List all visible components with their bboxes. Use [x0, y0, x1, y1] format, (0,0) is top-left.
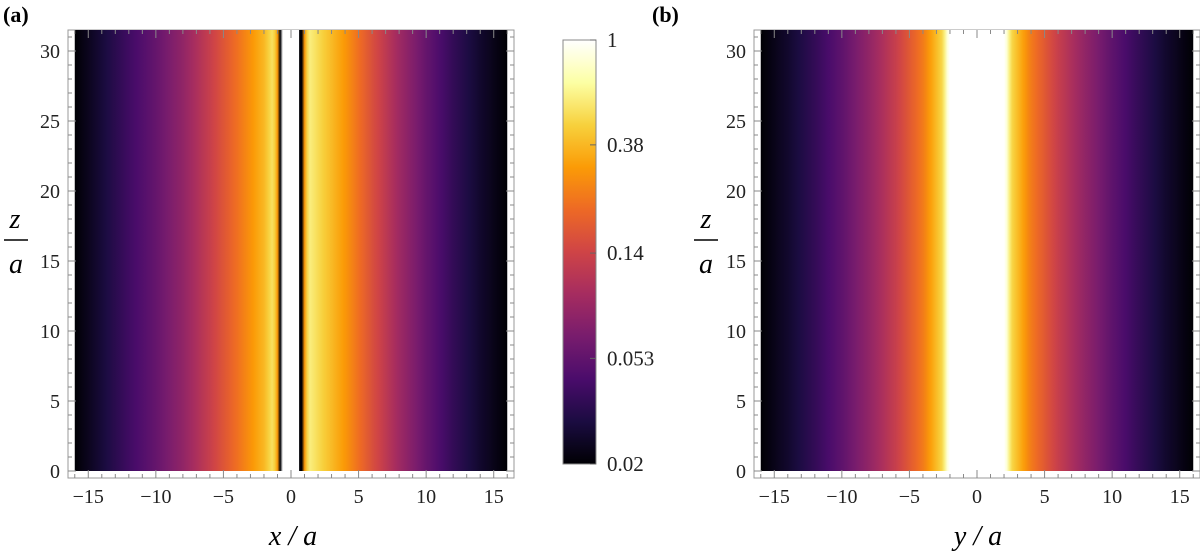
panel-b-heatmap — [760, 30, 1194, 471]
colorbar-tick-label: 0.38 — [607, 133, 644, 157]
y-tick-label: 10 — [726, 321, 746, 343]
heatmap-field — [760, 30, 1194, 471]
x-tick-label: −5 — [899, 486, 920, 508]
colorbar-gradient — [562, 39, 597, 465]
panel-b-label: (b) — [652, 2, 679, 27]
y-tick-label: 10 — [40, 321, 60, 343]
heatmap-gap — [282, 30, 300, 471]
panel-a-label: (a) — [3, 2, 29, 27]
x-tick-label: 0 — [286, 486, 296, 508]
y-tick-label: 30 — [726, 41, 746, 63]
panel-b-y-ticks: 0 5 10 15 20 25 30 — [726, 36, 1200, 483]
x-tick-label: −10 — [140, 486, 171, 508]
y-tick-label: 5 — [736, 391, 746, 413]
colorbar-tick-label: 0.02 — [607, 452, 644, 476]
y-tick-label: 30 — [40, 41, 60, 63]
y-tick-label: 0 — [736, 461, 746, 483]
x-tick-label: 5 — [354, 486, 364, 508]
x-tick-label: 0 — [972, 486, 982, 508]
panel-b-y-axis-label-denominator: a — [699, 249, 713, 280]
x-tick-label: −15 — [73, 486, 104, 508]
panel-b-y-axis-label-numerator: z — [700, 204, 712, 235]
x-tick-label: −10 — [826, 486, 857, 508]
y-tick-label: 20 — [726, 181, 746, 203]
y-tick-label: 25 — [726, 111, 746, 133]
panel-a-y-ticks: 0 5 10 15 20 25 30 — [40, 36, 514, 483]
panel-a-y-axis-label-denominator: a — [9, 249, 23, 280]
x-tick-label: 10 — [1102, 486, 1122, 508]
panel-a-heatmap — [74, 30, 508, 471]
x-tick-label: 15 — [1170, 486, 1190, 508]
y-tick-label: 0 — [50, 461, 60, 483]
x-tick-label: −5 — [213, 486, 234, 508]
x-tick-label: −15 — [759, 486, 790, 508]
panel-b-x-ticks: −15 −10 −5 0 5 10 15 — [759, 30, 1194, 508]
y-tick-label: 25 — [40, 111, 60, 133]
panel-a-y-axis-label-numerator: z — [9, 204, 21, 235]
x-tick-label: 15 — [484, 486, 504, 508]
colorbar-tick-label: 1 — [607, 28, 618, 52]
y-tick-label: 5 — [50, 391, 60, 413]
colorbar-ticks: 1 0.38 0.14 0.053 0.02 — [590, 28, 654, 476]
colorbar-tick-label: 0.053 — [607, 346, 654, 370]
colorbar-tick-label: 0.14 — [607, 241, 644, 265]
x-tick-label: 10 — [416, 486, 436, 508]
y-tick-label: 15 — [40, 251, 60, 273]
y-tick-label: 15 — [726, 251, 746, 273]
x-tick-label: 5 — [1040, 486, 1050, 508]
panel-a-x-ticks: −15 −10 −5 0 5 10 15 — [73, 30, 508, 508]
colorbar: 1 0.38 0.14 0.053 0.02 — [562, 28, 654, 476]
y-tick-label: 20 — [40, 181, 60, 203]
panel-b-x-axis-label: y / a — [951, 521, 1002, 552]
panel-a-x-axis-label: x / a — [268, 521, 317, 552]
